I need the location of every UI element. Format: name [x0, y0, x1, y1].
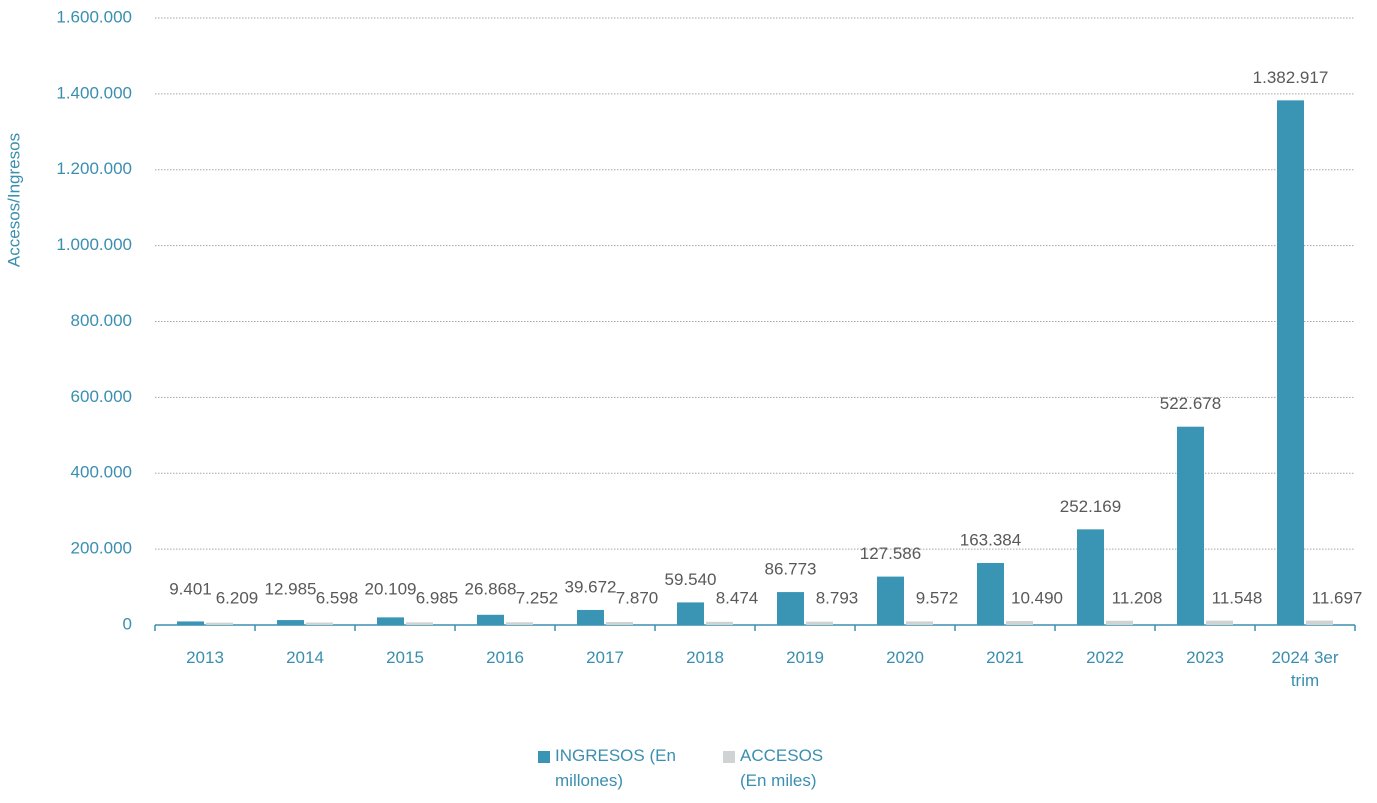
data-label: 6.209 [216, 588, 259, 607]
x-tick-label: 2023 [1186, 648, 1224, 667]
y-tick-label: 400.000 [71, 463, 132, 482]
legend-swatch [723, 751, 735, 763]
data-label: 6.985 [416, 588, 459, 607]
x-tick-label: 2016 [486, 648, 524, 667]
bar [477, 614, 504, 625]
bar [177, 621, 204, 625]
x-tick-label: 2018 [686, 648, 724, 667]
data-label: 8.474 [716, 588, 759, 607]
bar [1106, 620, 1133, 625]
data-label: 9.572 [916, 588, 959, 607]
y-tick-label: 200.000 [71, 539, 132, 558]
y-axis-label: Accesos/Ingresos [4, 133, 23, 267]
y-tick-label: 1.400.000 [56, 83, 132, 102]
x-tick-label: 2022 [1086, 648, 1124, 667]
bar [677, 602, 704, 625]
data-label: 11.548 [1212, 588, 1263, 607]
bar [1077, 529, 1104, 625]
bar [1277, 100, 1304, 626]
data-label: 163.384 [960, 531, 1021, 550]
data-label: 10.490 [1011, 588, 1063, 607]
x-tick-label: 2013 [186, 648, 224, 667]
data-label: 522.678 [1160, 394, 1221, 413]
y-tick-label: 1.200.000 [56, 159, 132, 178]
data-label: 1.382.917 [1253, 68, 1329, 87]
data-label: 9.401 [169, 579, 212, 598]
legend-label: ACCESOS (En miles) [740, 746, 824, 790]
data-label: 12.985 [265, 579, 317, 598]
bar [206, 622, 233, 625]
data-label: 8.793 [816, 588, 859, 607]
x-tick-label: 2015 [386, 648, 424, 667]
legend-swatch [538, 751, 550, 763]
x-tick-label: 2019 [786, 648, 824, 667]
bar [1006, 621, 1033, 625]
bar [777, 592, 804, 625]
y-tick-label: 600.000 [71, 387, 132, 406]
data-label: 11.208 [1112, 588, 1163, 607]
y-tick-label: 0 [123, 614, 132, 633]
data-label: 59.540 [665, 570, 717, 589]
data-label: 7.252 [516, 588, 559, 607]
y-tick-label: 800.000 [71, 311, 132, 330]
bar [706, 621, 733, 625]
bar [377, 617, 404, 625]
bar [906, 621, 933, 625]
x-tick-label: 2021 [986, 648, 1024, 667]
bar [306, 622, 333, 625]
bar [1306, 620, 1333, 625]
bar [406, 622, 433, 625]
bar [977, 563, 1004, 625]
bar [577, 609, 604, 625]
legend-label: INGRESOS (En millones) [555, 746, 676, 790]
data-label: 26.868 [465, 579, 517, 598]
data-label: 11.697 [1312, 588, 1363, 607]
y-tick-label: 1.600.000 [56, 7, 132, 26]
x-tick-label: 2020 [886, 648, 924, 667]
data-label: 86.773 [765, 560, 817, 579]
bar [877, 576, 904, 625]
data-label: 20.109 [365, 579, 417, 598]
bar [506, 622, 533, 625]
y-tick-label: 1.000.000 [56, 235, 132, 254]
bar [277, 620, 304, 625]
data-label: 7.870 [616, 588, 659, 607]
bar [1206, 620, 1233, 625]
bar [606, 622, 633, 625]
data-label: 252.169 [1060, 497, 1121, 516]
data-label: 39.672 [565, 577, 617, 596]
x-tick-label: 2017 [586, 648, 624, 667]
bar [1177, 426, 1204, 625]
bar [806, 621, 833, 625]
data-label: 6.598 [316, 588, 359, 607]
x-tick-label: 2014 [286, 648, 324, 667]
x-tick-label: 2024 3er trim [1271, 648, 1339, 690]
data-label: 127.586 [860, 544, 921, 563]
